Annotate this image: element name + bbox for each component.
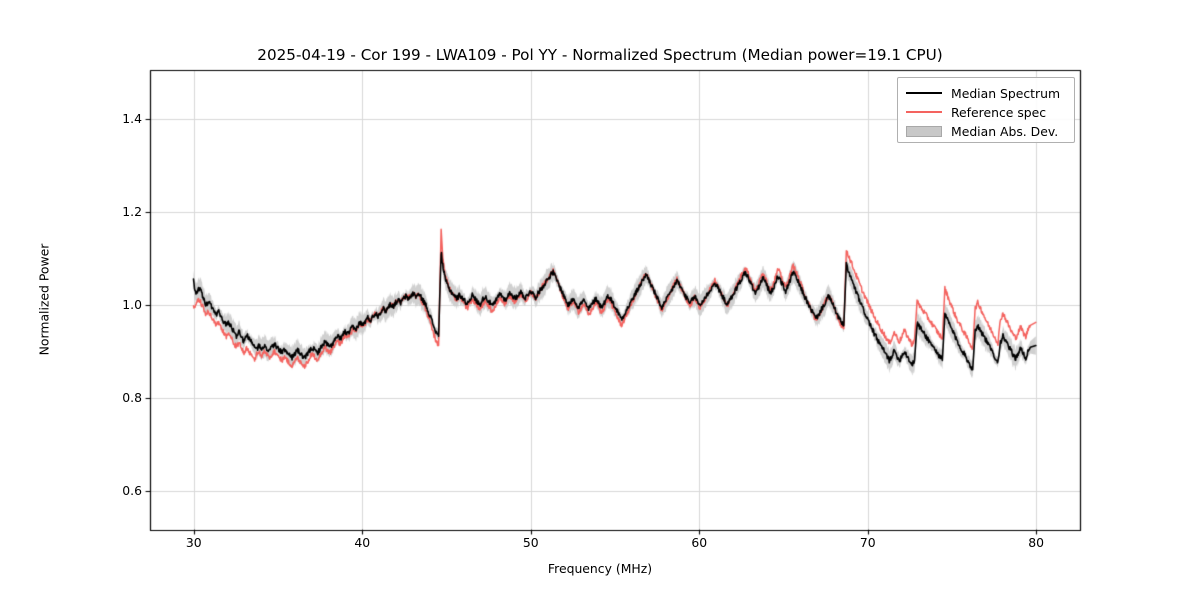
- legend-item[interactable]: Reference spec: [898, 102, 1076, 124]
- legend-label: Median Abs. Dev.: [951, 124, 1059, 139]
- legend-item[interactable]: Median Abs. Dev.: [898, 121, 1076, 143]
- x-tick-label: 40: [354, 535, 371, 550]
- y-tick-label: 1.0: [122, 296, 142, 312]
- y-axis-label: Normalized Power: [36, 243, 52, 356]
- x-tick-label: 50: [522, 535, 539, 550]
- y-tick-label: 1.4: [122, 110, 142, 126]
- x-tick-label: 70: [859, 535, 876, 550]
- page-title: 2025-04-19 - Cor 199 - LWA109 - Pol YY -…: [257, 46, 943, 64]
- x-tick-label: 60: [691, 535, 708, 550]
- legend-line-icon: [906, 92, 942, 94]
- legend-label: Reference spec: [951, 105, 1047, 120]
- legend-label: Median Spectrum: [951, 86, 1061, 101]
- legend-item[interactable]: Median Spectrum: [898, 83, 1076, 105]
- y-tick-label: 1.2: [122, 203, 142, 219]
- x-axis-label: Frequency (MHz): [547, 561, 653, 576]
- y-tick-label: 0.6: [122, 482, 142, 498]
- legend-line-icon: [906, 111, 942, 113]
- legend-patch-icon: [906, 126, 942, 137]
- chart-legend[interactable]: Median Spectrum Reference spec Median Abs.…: [897, 77, 1075, 143]
- x-tick-label: 30: [185, 535, 202, 550]
- y-tick-label: 0.8: [122, 389, 142, 405]
- x-tick-label: 80: [1028, 535, 1045, 550]
